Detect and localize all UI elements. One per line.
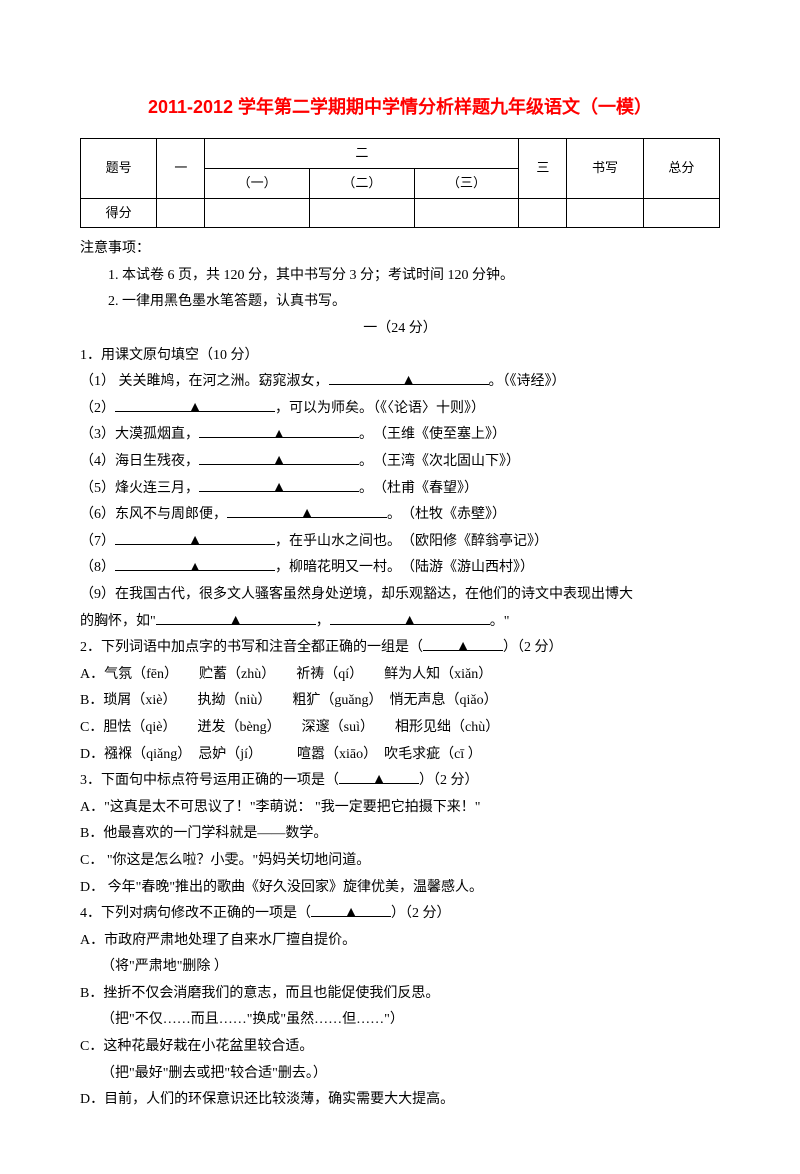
fill-blank[interactable] xyxy=(227,503,387,518)
fill-blank[interactable] xyxy=(115,529,275,544)
q2-option: B．琐屑（xiè） 执拗（niù） 粗犷（guǎng） 悄无声息（qiǎo） xyxy=(80,688,720,715)
th-total: 总分 xyxy=(643,139,719,198)
th-two-2: （二） xyxy=(309,168,414,198)
th-two-1: （一） xyxy=(205,168,310,198)
q1-item: （4）海日生残夜， 。 （王湾《次北固山下》） xyxy=(80,449,720,476)
q4-option: D．目前，人们的环保意识还比较淡薄，确实需要大大提高。 xyxy=(80,1087,720,1114)
q2-stem-pre: 2．下列词语中加点字的书写和注音全都正确的一组是（ xyxy=(80,640,423,655)
q4-stem-post: ）（2 分） xyxy=(391,906,451,921)
fill-blank[interactable] xyxy=(115,396,275,411)
q1-stem: 1．用课文原句填空（10 分） xyxy=(80,343,720,370)
answer-blank[interactable] xyxy=(423,636,503,651)
q1-item: （2） ，可以为师矣。（《〈论语〉十则》） xyxy=(80,396,720,423)
q3-option: C． "你这是怎么啦？小雯。"妈妈关切地问道。 xyxy=(80,848,720,875)
q3-option: B．他最喜欢的一门学科就是——数学。 xyxy=(80,821,720,848)
fill-blank[interactable] xyxy=(330,609,490,624)
q1-item: （3）大漠孤烟直， 。 （王维《使至塞上》） xyxy=(80,422,720,449)
q4-option-note: （将"严肃地"删除 ） xyxy=(80,954,720,981)
score-cell xyxy=(309,198,414,228)
q1-tail: 。 （杜甫《春望》） xyxy=(359,481,478,496)
fill-blank[interactable] xyxy=(115,556,275,571)
q3-stem-pre: 3．下面句中标点符号运用正确的一项是（ xyxy=(80,773,339,788)
q1-tail: 。 （王维《使至塞上》） xyxy=(359,427,506,442)
q2-option: D．襁褓（qiǎng） 忌妒（jí） 喧嚣（xiāo） 吹毛求疵（cī ） xyxy=(80,742,720,769)
q4-stem: 4．下列对病句修改不正确的一项是（ ）（2 分） xyxy=(80,901,720,928)
notice-heading: 注意事项： xyxy=(80,236,720,263)
q1-pre: （2） xyxy=(80,401,115,416)
q2-option: A．气氛（fēn） 贮蓄（zhù） 祈祷（qí） 鲜为人知（xiǎn） xyxy=(80,662,720,689)
q1-pre: （8） xyxy=(80,560,115,575)
q3-option: A．"这真是太不可思议了！"李萌说： "我一定要把它拍摄下来！" xyxy=(80,795,720,822)
fill-blank[interactable] xyxy=(156,609,316,624)
q1-tail: 。（《诗经》） xyxy=(489,374,566,389)
score-cell xyxy=(519,198,567,228)
q4-option-note: （把"最好"删去或把"较合适"删去。） xyxy=(80,1061,720,1088)
q4-stem-pre: 4．下列对病句修改不正确的一项是（ xyxy=(80,906,311,921)
q4-option: C．这种花最好栽在小花盆里较合适。 xyxy=(80,1034,720,1061)
th-two: 二 xyxy=(205,139,519,169)
fill-blank[interactable] xyxy=(199,476,359,491)
q1-tail: ，柳暗花明又一村。 （陆游《游山西村》） xyxy=(275,560,534,575)
score-cell xyxy=(414,198,519,228)
q1-tail: ，可以为师矣。（《〈论语〉十则》） xyxy=(275,401,485,416)
fill-blank[interactable] xyxy=(199,423,359,438)
q1-pre: （1） 关关雎鸠，在河之洲。窈窕淑女， xyxy=(80,374,329,389)
th-write: 书写 xyxy=(567,139,643,198)
score-cell xyxy=(205,198,310,228)
q1-item9-line1: （9）在我国古代，很多文人骚客虽然身处逆境，却乐观豁达，在他们的诗文中表现出博大 xyxy=(80,582,720,609)
q1-item: （5）烽火连三月， 。 （杜甫《春望》） xyxy=(80,476,720,503)
th-num: 题号 xyxy=(81,139,157,198)
q1-item: （6）东风不与周郎便， 。 （杜牧《赤壁》） xyxy=(80,502,720,529)
th-two-3: （三） xyxy=(414,168,519,198)
q1-item9-line2: 的胸怀，如" ， 。" xyxy=(80,609,720,636)
q1-pre: （6）东风不与周郎便， xyxy=(80,507,227,522)
answer-blank[interactable] xyxy=(311,902,391,917)
q1-tail: ，在乎山水之间也。 （欧阳修《醉翁亭记》） xyxy=(275,534,548,549)
th-one: 一 xyxy=(157,139,205,198)
q1-item: （8） ，柳暗花明又一村。 （陆游《游山西村》） xyxy=(80,555,720,582)
q3-option: D． 今年"春晚"推出的歌曲《好久没回家》旋律优美，温馨感人。 xyxy=(80,875,720,902)
q1-tail: 。 （杜牧《赤壁》） xyxy=(387,507,506,522)
q1-tail: 。 （王湾《次北固山下》） xyxy=(359,454,520,469)
q4-option: A．市政府严肃地处理了自来水厂擅自提价。 xyxy=(80,928,720,955)
page-title: 2011-2012 学年第二学期期中学情分析样题九年级语文（一模） xyxy=(80,90,720,124)
score-cell xyxy=(567,198,643,228)
q2-stem-post: ）（2 分） xyxy=(503,640,563,655)
q4-option: B．挫折不仅会消磨我们的意志，而且也能促使我们反思。 xyxy=(80,981,720,1008)
q4-option-note: （把"不仅……而且……"换成"虽然……但……"） xyxy=(80,1007,720,1034)
q1-item: （1） 关关雎鸠，在河之洲。窈窕淑女， 。（《诗经》） xyxy=(80,369,720,396)
q1-9-mid: ， xyxy=(316,614,330,629)
q1-9-tail: 。" xyxy=(490,614,510,629)
q1-pre: （4）海日生残夜， xyxy=(80,454,199,469)
answer-blank[interactable] xyxy=(339,769,419,784)
notice-item: 2. 一律用黑色墨水笔答题，认真书写。 xyxy=(80,289,720,316)
q3-stem-post: ）（2 分） xyxy=(419,773,479,788)
score-cell xyxy=(157,198,205,228)
q1-9-pre: 的胸怀，如" xyxy=(80,614,156,629)
score-cell xyxy=(643,198,719,228)
th-three: 三 xyxy=(519,139,567,198)
q2-option: C．胆怯（qiè） 迸发（bèng） 深邃（suì） 相形见绌（chù） xyxy=(80,715,720,742)
notice-item: 1. 本试卷 6 页，共 120 分，其中书写分 3 分；考试时间 120 分钟… xyxy=(80,263,720,290)
row-score-label: 得分 xyxy=(81,198,157,228)
q2-stem: 2．下列词语中加点字的书写和注音全都正确的一组是（ ）（2 分） xyxy=(80,635,720,662)
q1-pre: （7） xyxy=(80,534,115,549)
fill-blank[interactable] xyxy=(199,450,359,465)
q3-stem: 3．下面句中标点符号运用正确的一项是（ ）（2 分） xyxy=(80,768,720,795)
q1-item: （7） ，在乎山水之间也。 （欧阳修《醉翁亭记》） xyxy=(80,529,720,556)
section-1-heading: 一（24 分） xyxy=(80,316,720,343)
fill-blank[interactable] xyxy=(329,370,489,385)
q1-pre: （5）烽火连三月， xyxy=(80,481,199,496)
q1-pre: （3）大漠孤烟直， xyxy=(80,427,199,442)
score-table: 题号 一 二 三 书写 总分 （一） （二） （三） 得分 xyxy=(80,138,720,228)
